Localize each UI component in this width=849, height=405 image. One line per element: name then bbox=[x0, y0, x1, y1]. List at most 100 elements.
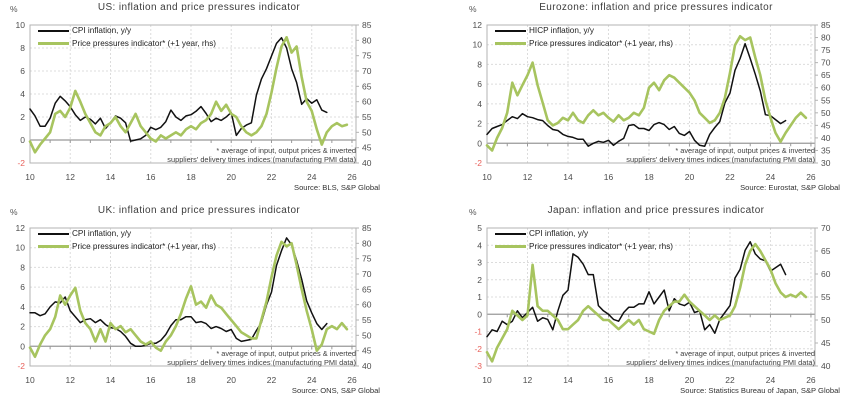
svg-text:12: 12 bbox=[16, 223, 26, 233]
svg-text:-2: -2 bbox=[474, 158, 482, 168]
svg-text:26: 26 bbox=[347, 375, 357, 385]
svg-text:14: 14 bbox=[106, 375, 116, 385]
legend-label: Price pressures indicator* (+1 year, rhs… bbox=[72, 242, 217, 251]
svg-text:12: 12 bbox=[473, 20, 483, 30]
footnote: * average of input, output prices & inve… bbox=[167, 349, 356, 367]
price-pressures-line-swatch bbox=[38, 42, 69, 45]
legend-uk: CPI inflation, y/y Price pressures indic… bbox=[38, 227, 216, 253]
svg-text:4: 4 bbox=[20, 89, 25, 99]
svg-text:60: 60 bbox=[821, 269, 831, 279]
svg-text:65: 65 bbox=[821, 70, 831, 80]
left-axis-unit-label: % bbox=[469, 4, 477, 14]
svg-text:8: 8 bbox=[20, 262, 25, 272]
svg-text:2: 2 bbox=[477, 119, 482, 129]
svg-text:24: 24 bbox=[766, 375, 776, 385]
svg-text:8: 8 bbox=[20, 43, 25, 53]
price-pressures-line-swatch bbox=[38, 245, 69, 248]
legend-us: CPI inflation, y/y Price pressures indic… bbox=[38, 24, 216, 50]
svg-text:12: 12 bbox=[523, 375, 533, 385]
svg-text:75: 75 bbox=[821, 45, 831, 55]
svg-text:80: 80 bbox=[362, 35, 372, 45]
footnote: * average of input, output prices & inve… bbox=[167, 146, 356, 164]
svg-text:40: 40 bbox=[362, 158, 372, 168]
svg-text:22: 22 bbox=[725, 375, 735, 385]
svg-text:26: 26 bbox=[806, 375, 816, 385]
svg-text:55: 55 bbox=[362, 112, 372, 122]
footnote-line1: * average of input, output prices & inve… bbox=[675, 146, 815, 155]
svg-text:10: 10 bbox=[16, 20, 26, 30]
svg-text:14: 14 bbox=[563, 172, 573, 182]
svg-text:3: 3 bbox=[477, 258, 482, 268]
hicp-line-swatch bbox=[495, 29, 526, 32]
svg-text:70: 70 bbox=[821, 223, 831, 233]
chart-title-us: US: inflation and price pressures indica… bbox=[97, 2, 301, 13]
svg-text:0: 0 bbox=[20, 135, 25, 145]
left-axis-unit-label: % bbox=[469, 207, 477, 217]
source-label: Source: BLS, S&P Global bbox=[294, 183, 380, 192]
cpi-line-swatch bbox=[38, 232, 69, 235]
svg-text:20: 20 bbox=[685, 172, 695, 182]
svg-text:14: 14 bbox=[106, 172, 116, 182]
svg-text:16: 16 bbox=[146, 172, 156, 182]
svg-text:18: 18 bbox=[644, 172, 654, 182]
chart-panel-eurozone: 30 35 40 45 50 55 60 65 70 75 80 85 -2 0 2 4 6 8 10 12 10 12 1… bbox=[425, 0, 849, 202]
svg-text:22: 22 bbox=[267, 375, 277, 385]
svg-text:60: 60 bbox=[362, 97, 372, 107]
svg-text:50: 50 bbox=[821, 315, 831, 325]
svg-text:22: 22 bbox=[267, 172, 277, 182]
footnote-line2: suppliers' delivery times indices (manuf… bbox=[626, 357, 815, 367]
legend-row: CPI inflation, y/y bbox=[495, 227, 673, 240]
price-pressures-line-swatch bbox=[495, 245, 526, 248]
svg-text:0: 0 bbox=[477, 309, 482, 319]
svg-text:18: 18 bbox=[186, 172, 196, 182]
svg-text:8: 8 bbox=[477, 59, 482, 69]
svg-text:75: 75 bbox=[362, 254, 372, 264]
svg-text:30: 30 bbox=[821, 158, 831, 168]
svg-text:-1: -1 bbox=[474, 327, 482, 337]
svg-text:65: 65 bbox=[362, 284, 372, 294]
svg-text:65: 65 bbox=[821, 246, 831, 256]
svg-text:16: 16 bbox=[146, 375, 156, 385]
svg-text:55: 55 bbox=[821, 95, 831, 105]
footnote-line2: suppliers' delivery times indices (manuf… bbox=[626, 154, 815, 164]
svg-text:16: 16 bbox=[604, 172, 614, 182]
svg-text:2: 2 bbox=[20, 112, 25, 122]
footnote-line2: suppliers' delivery times indices (manuf… bbox=[167, 357, 356, 367]
legend-row: Price pressures indicator* (+1 year, rhs… bbox=[495, 37, 673, 50]
svg-text:4: 4 bbox=[477, 99, 482, 109]
svg-text:-2: -2 bbox=[17, 361, 25, 371]
svg-text:55: 55 bbox=[362, 315, 372, 325]
svg-text:-2: -2 bbox=[17, 158, 25, 168]
svg-text:24: 24 bbox=[766, 172, 776, 182]
svg-text:60: 60 bbox=[821, 83, 831, 93]
source-label: Source: Eurostat, S&P Global bbox=[740, 183, 840, 192]
svg-text:2: 2 bbox=[477, 275, 482, 285]
svg-text:55: 55 bbox=[821, 292, 831, 302]
legend-row: CPI inflation, y/y bbox=[38, 24, 216, 37]
source-label: Source: Statistics Bureau of Japan, S&P … bbox=[680, 386, 840, 395]
legend-row: HICP inflation, y/y bbox=[495, 24, 673, 37]
price-pressures-line-swatch bbox=[495, 42, 526, 45]
svg-text:12: 12 bbox=[66, 375, 76, 385]
svg-text:20: 20 bbox=[685, 375, 695, 385]
footnote-line1: * average of input, output prices & inve… bbox=[216, 349, 356, 358]
legend-row: Price pressures indicator* (+1 year, rhs… bbox=[38, 240, 216, 253]
svg-text:10: 10 bbox=[16, 243, 26, 253]
svg-text:0: 0 bbox=[20, 341, 25, 351]
footnote: * average of input, output prices & inve… bbox=[626, 349, 815, 367]
svg-text:75: 75 bbox=[362, 51, 372, 61]
svg-text:6: 6 bbox=[20, 282, 25, 292]
svg-text:26: 26 bbox=[347, 172, 357, 182]
svg-text:10: 10 bbox=[25, 375, 35, 385]
svg-text:4: 4 bbox=[477, 240, 482, 250]
legend-japan: CPI inflation, y/y Price pressures indic… bbox=[495, 227, 673, 253]
svg-text:16: 16 bbox=[604, 375, 614, 385]
svg-text:40: 40 bbox=[821, 133, 831, 143]
svg-text:6: 6 bbox=[477, 79, 482, 89]
svg-text:2: 2 bbox=[20, 322, 25, 332]
svg-text:12: 12 bbox=[66, 172, 76, 182]
legend-row: Price pressures indicator* (+1 year, rhs… bbox=[38, 37, 216, 50]
